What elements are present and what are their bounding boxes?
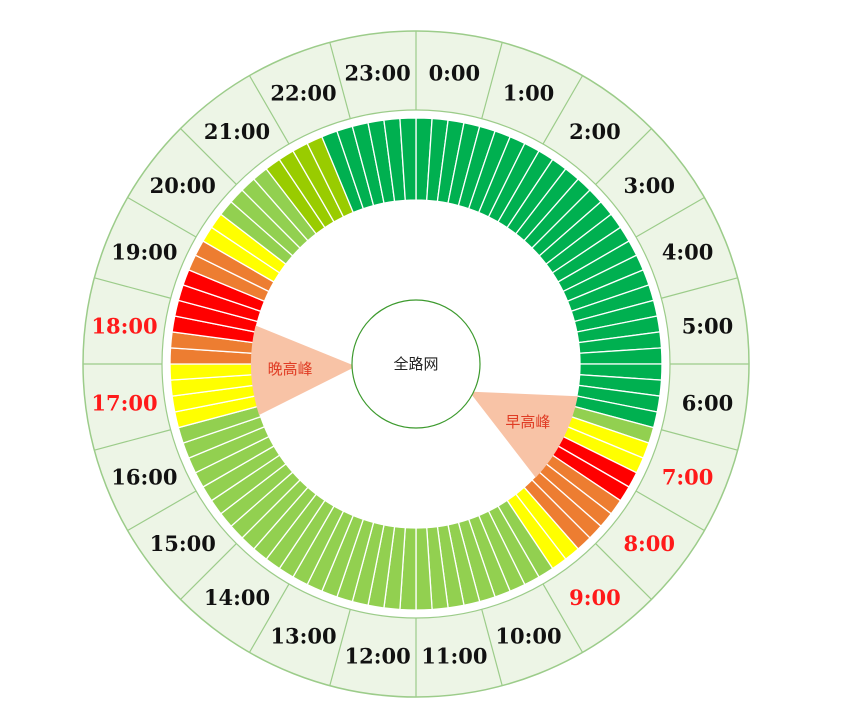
- hour-divider: [661, 277, 738, 299]
- hour-divider: [481, 42, 503, 119]
- hour-divider: [180, 128, 237, 185]
- peak-wedges: 早高峰 晚高峰: [251, 325, 578, 478]
- hour-label: 16:00: [111, 465, 177, 490]
- hour-label: 23:00: [345, 61, 411, 86]
- hour-label: 11:00: [421, 643, 487, 668]
- hour-label: 21:00: [204, 119, 270, 144]
- hour-label: 15:00: [150, 531, 216, 556]
- center-disc: [351, 299, 481, 429]
- peak-label: 早高峰: [505, 413, 550, 431]
- hour-label: 0:00: [429, 61, 481, 86]
- hour-divider: [542, 75, 584, 145]
- congestion-segments: [169, 117, 663, 611]
- hour-label: 10:00: [495, 624, 561, 649]
- hour-divider: [661, 429, 738, 451]
- peak-wedge: [469, 391, 578, 478]
- hour-label: 19:00: [111, 239, 177, 264]
- hour-label: 14:00: [204, 585, 270, 610]
- hour-divider: [127, 490, 197, 532]
- hour-divider: [94, 277, 171, 299]
- hour-label: 17:00: [91, 390, 157, 415]
- hour-divider: [127, 196, 197, 238]
- hour-divider: [180, 543, 237, 600]
- hour-divider: [248, 583, 290, 653]
- hour-label: 3:00: [623, 173, 675, 198]
- center-circle: 全路网: [351, 299, 481, 429]
- hour-divider: [481, 609, 503, 686]
- hour-divider: [329, 42, 351, 119]
- hour-label: 18:00: [91, 314, 157, 339]
- hour-label: 20:00: [150, 173, 216, 198]
- hour-label: 6:00: [682, 390, 734, 415]
- hour-label: 1:00: [503, 80, 555, 105]
- hour-divider: [595, 543, 652, 600]
- hour-label: 4:00: [662, 239, 714, 264]
- hour-divider: [329, 609, 351, 686]
- peak-label: 晚高峰: [268, 360, 313, 378]
- hour-labels: 0:00 1:00 2:00 3:00 4:00 5:00 6:00 7:00 8:00 9:00…: [91, 61, 733, 669]
- hour-label: 22:00: [270, 80, 336, 105]
- hour-divider: [635, 490, 705, 532]
- hour-label: 12:00: [345, 643, 411, 668]
- hour-divider: [248, 75, 290, 145]
- hour-label: 2:00: [569, 119, 621, 144]
- congestion-segment: [399, 117, 417, 202]
- hour-label: 8:00: [623, 531, 675, 556]
- hour-label: 7:00: [662, 465, 714, 490]
- hour-label: 13:00: [270, 624, 336, 649]
- peak-wedge: [251, 325, 357, 415]
- hour-label: 5:00: [682, 314, 734, 339]
- hour-divider: [635, 196, 705, 238]
- hour-divider: [542, 583, 584, 653]
- hour-divider: [595, 128, 652, 185]
- hour-label: 9:00: [569, 585, 621, 610]
- hour-divider: [94, 429, 171, 451]
- center-label: 全路网: [393, 355, 438, 373]
